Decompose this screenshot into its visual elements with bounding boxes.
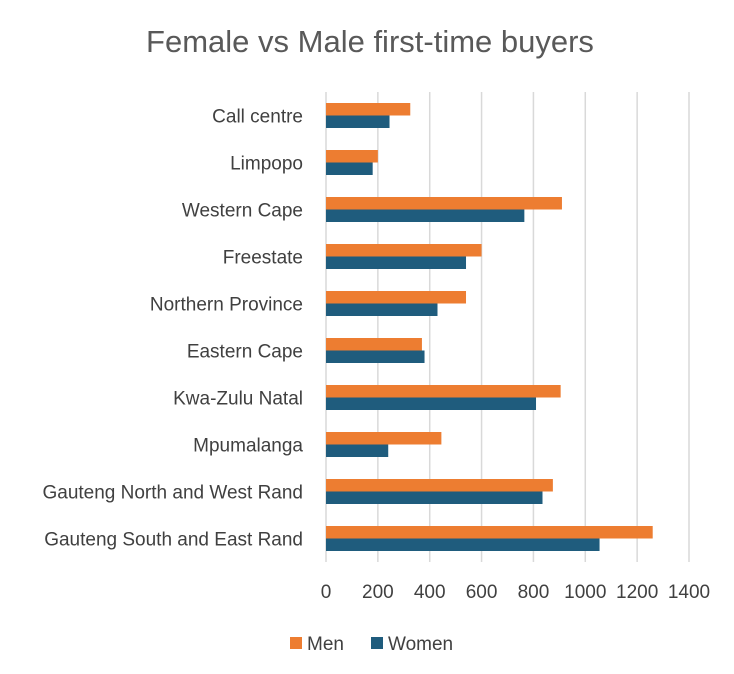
category-label: Eastern Cape — [187, 342, 303, 363]
bar-women — [326, 162, 373, 175]
category-label: Limpopo — [230, 154, 303, 175]
bar-women — [326, 303, 438, 316]
legend[interactable]: Men Women — [290, 634, 453, 655]
bar-women — [326, 538, 600, 551]
bar-men — [326, 197, 562, 210]
x-tick-label: 1400 — [668, 582, 710, 603]
bar-women — [326, 350, 425, 363]
bar-women — [326, 256, 467, 269]
bar-men — [326, 385, 561, 398]
bar-men — [326, 432, 442, 445]
bar-men — [326, 103, 411, 116]
legend-swatch — [290, 637, 302, 649]
bar-women — [326, 491, 543, 504]
chart-title: Female vs Male first-time buyers — [146, 24, 594, 59]
legend-label: Men — [307, 634, 344, 655]
bar-men — [326, 150, 378, 163]
bar-men — [326, 244, 482, 257]
legend-swatch — [371, 637, 383, 649]
bars — [326, 103, 653, 551]
legend-item-women[interactable]: Women — [371, 634, 453, 655]
legend-label: Women — [388, 634, 453, 655]
gridlines — [325, 92, 690, 562]
x-tick-labels: 0 200 400 600 800 1000 1200 1400 — [321, 582, 710, 603]
bar-men — [326, 338, 422, 351]
bar-men — [326, 291, 467, 304]
category-label: Kwa-Zulu Natal — [173, 389, 303, 410]
category-label: Mpumalanga — [193, 436, 303, 457]
category-label: Freestate — [223, 248, 303, 269]
x-tick-label: 400 — [414, 582, 446, 603]
x-tick-label: 800 — [518, 582, 550, 603]
legend-item-men[interactable]: Men — [290, 634, 344, 655]
bar-men — [326, 479, 553, 492]
category-label: Gauteng South and East Rand — [44, 530, 303, 551]
bar-men — [326, 526, 653, 539]
bar-women — [326, 115, 390, 128]
bar-women — [326, 397, 537, 410]
bar-women — [326, 209, 525, 222]
x-tick-label: 0 — [321, 582, 332, 603]
category-labels: Gauteng South and East Rand Gauteng North… — [42, 107, 303, 551]
category-label: Western Cape — [182, 201, 303, 222]
x-tick-label: 1000 — [564, 582, 606, 603]
category-label: Call centre — [212, 107, 303, 128]
x-tick-label: 200 — [362, 582, 394, 603]
category-label: Northern Province — [150, 295, 303, 316]
category-label: Gauteng North and West Rand — [42, 483, 303, 504]
x-tick-label: 600 — [466, 582, 498, 603]
bar-women — [326, 444, 389, 457]
x-tick-label: 1200 — [616, 582, 658, 603]
